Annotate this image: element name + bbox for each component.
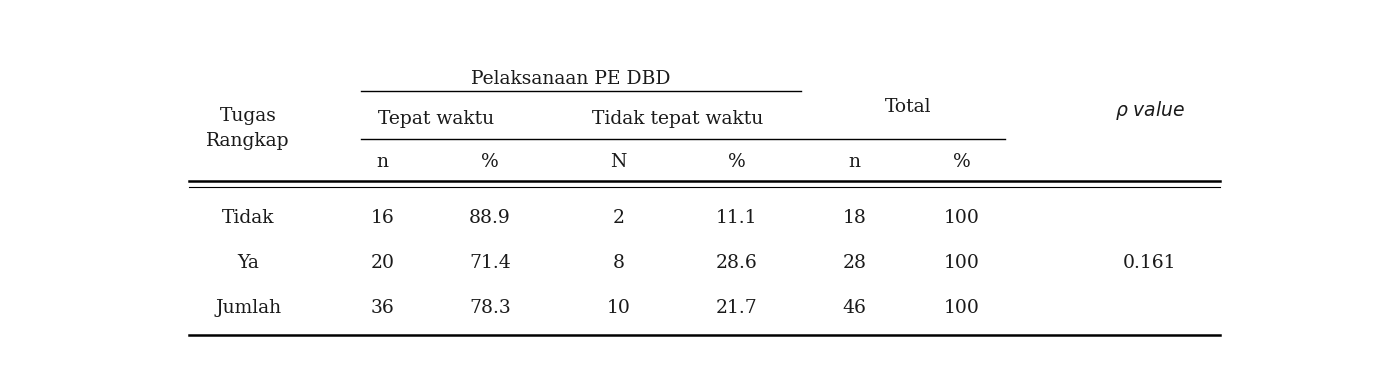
Text: n: n	[377, 153, 388, 171]
Text: 2: 2	[612, 209, 625, 227]
Text: 18: 18	[843, 209, 867, 227]
Text: Tepat waktu: Tepat waktu	[378, 111, 494, 129]
Text: 100: 100	[945, 254, 981, 272]
Text: Tidak tepat waktu: Tidak tepat waktu	[591, 111, 763, 129]
Text: 46: 46	[843, 299, 867, 317]
Text: 11.1: 11.1	[716, 209, 758, 227]
Text: 71.4: 71.4	[470, 254, 511, 272]
Text: 28.6: 28.6	[716, 254, 758, 272]
Text: 10: 10	[607, 299, 630, 317]
Text: Ya: Ya	[237, 254, 259, 272]
Text: 100: 100	[945, 299, 981, 317]
Text: n: n	[849, 153, 860, 171]
Text: Jumlah: Jumlah	[215, 299, 281, 317]
Text: Pelaksanaan PE DBD: Pelaksanaan PE DBD	[471, 70, 670, 88]
Text: %: %	[953, 153, 971, 171]
Text: N: N	[611, 153, 627, 171]
Text: 8: 8	[612, 254, 625, 272]
Text: 88.9: 88.9	[470, 209, 511, 227]
Text: 28: 28	[842, 254, 867, 272]
Text: 20: 20	[370, 254, 395, 272]
Text: 100: 100	[945, 209, 981, 227]
Text: Tidak: Tidak	[222, 209, 274, 227]
Text: %: %	[481, 153, 499, 171]
Text: 21.7: 21.7	[716, 299, 758, 317]
Text: %: %	[727, 153, 745, 171]
Text: Tugas
Rangkap: Tugas Rangkap	[206, 107, 289, 150]
Text: 78.3: 78.3	[470, 299, 511, 317]
Text: Total: Total	[885, 98, 932, 116]
Text: $\rho$ $value$: $\rho$ $value$	[1115, 99, 1186, 122]
Text: 0.161: 0.161	[1123, 254, 1177, 272]
Text: 36: 36	[371, 299, 395, 317]
Text: 16: 16	[371, 209, 395, 227]
